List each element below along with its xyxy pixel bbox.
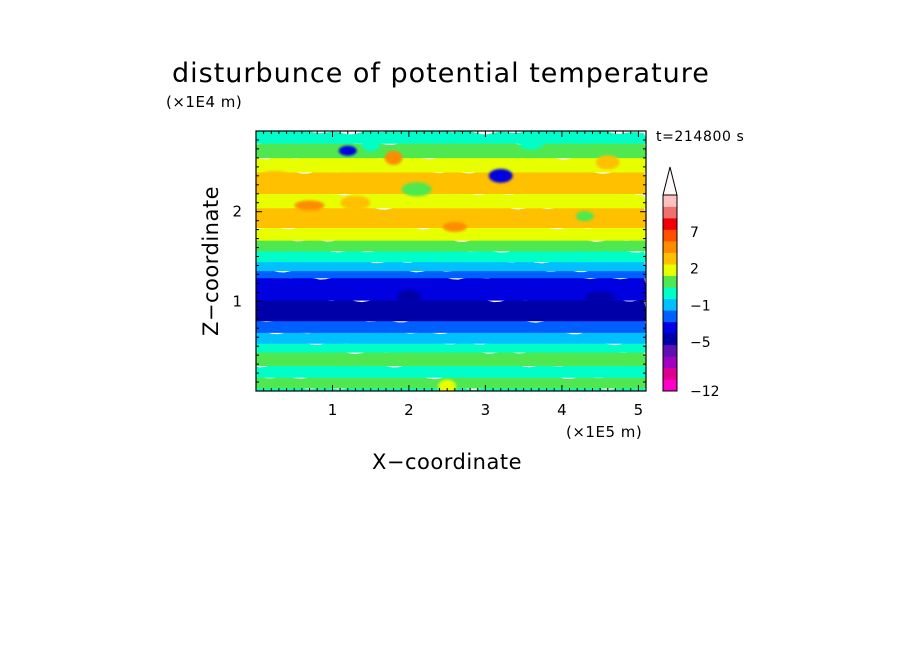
contour-layer	[256, 131, 646, 144]
chart-title: disturbunce of potential temperature	[172, 58, 710, 89]
x-tick-label: 1	[328, 401, 338, 419]
contour-feature	[384, 150, 403, 165]
plot-border	[255, 130, 647, 392]
colorbar-label: 2	[690, 262, 699, 278]
colorbar-extend-arrow	[662, 166, 678, 196]
colorbar-swatch	[663, 206, 677, 219]
colorbar-swatch	[663, 218, 677, 230]
contour-feature	[519, 139, 544, 150]
colorbar-label: −12	[690, 384, 720, 400]
x-tick-label: 4	[557, 401, 567, 419]
contour-layer	[256, 272, 646, 301]
contour-feature	[294, 200, 325, 211]
colorbar-swatch	[663, 321, 677, 334]
contour-feature	[340, 195, 371, 210]
contour-layers	[256, 131, 646, 391]
contour-feature	[595, 155, 620, 170]
x-axis-label: X−coordinate	[372, 450, 522, 474]
colorbar-swatch	[663, 298, 677, 311]
contour-feature	[338, 145, 357, 156]
colorbar-swatch	[663, 310, 677, 323]
colorbar-swatch	[663, 344, 677, 357]
colorbar-swatch	[663, 241, 677, 253]
colorbar-outline	[662, 194, 678, 392]
contour-features	[260, 137, 620, 391]
colorbar-swatch	[663, 379, 677, 392]
contour-feature	[575, 211, 594, 222]
y-tick-label: 2	[232, 203, 242, 221]
contour-feature	[438, 379, 457, 391]
colorbar: 7 2 −1 −5 −12	[662, 166, 720, 400]
contour-layer	[256, 295, 646, 322]
x-tick-label: 5	[634, 401, 644, 419]
contour-feature	[422, 175, 441, 186]
contour-feature	[260, 170, 291, 181]
colorbar-swatch	[663, 367, 677, 380]
contour-feature	[361, 137, 380, 152]
colorbar-label: 7	[690, 225, 699, 241]
x-scale-label: (×1E5 m)	[566, 423, 643, 441]
colorbar-swatch	[663, 252, 677, 265]
colorbar-label: −1	[690, 298, 711, 314]
x-tick-label: 3	[481, 401, 491, 419]
y-tick-label: 1	[232, 292, 242, 310]
axis-ticks: 1 2 3 4 5 1 2	[232, 131, 647, 419]
contour-feature	[396, 289, 421, 304]
y-scale-label: (×1E4 m)	[166, 93, 243, 111]
contour-layer	[256, 167, 646, 194]
colorbar-swatch	[663, 264, 677, 277]
contour-feature	[585, 291, 616, 302]
colorbar-swatch	[663, 195, 677, 207]
colorbar-swatch	[663, 287, 677, 300]
x-tick-label: 2	[404, 401, 414, 419]
contour-feature	[442, 221, 467, 232]
plot-frame	[255, 130, 647, 392]
contour-feature	[401, 182, 432, 197]
colorbar-swatch	[663, 229, 677, 242]
colorbar-swatch	[663, 356, 677, 369]
contour-feature	[488, 168, 513, 183]
colorbar-swatch	[663, 275, 677, 288]
time-label: t=214800 s	[656, 129, 745, 145]
colorbar-swatch	[663, 333, 677, 346]
colorbar-label: −5	[690, 335, 711, 351]
